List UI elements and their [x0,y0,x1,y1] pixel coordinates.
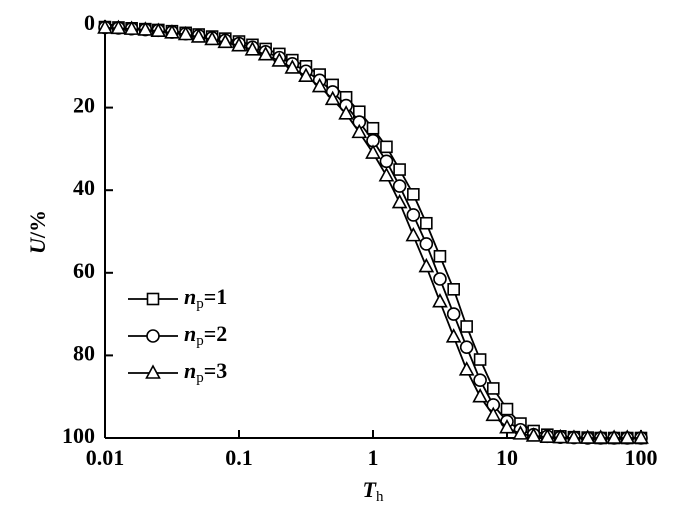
legend-marker [145,364,161,379]
marker [164,24,180,39]
marker [592,429,609,444]
marker [485,406,502,422]
marker [231,36,247,52]
marker [351,123,368,139]
marker [338,105,354,120]
x-tick-label: 0.1 [225,445,253,470]
marker [284,59,301,74]
marker [447,283,460,296]
legend-label: np=2 [184,321,227,349]
marker [552,428,569,444]
marker [432,293,448,308]
x-axis-label: Th [363,477,384,505]
marker [419,237,434,251]
marker [137,21,154,36]
marker [486,382,500,395]
marker [579,429,596,444]
marker [433,272,447,286]
y-tick-label: 20 [73,93,95,118]
marker [244,41,261,56]
marker [380,140,393,154]
marker [445,328,462,343]
marker [365,144,381,159]
marker [378,167,395,182]
marker [460,320,473,333]
marker [97,19,113,34]
marker [606,429,622,444]
marker [539,428,556,443]
legend-marker [146,292,160,306]
marker [123,20,140,35]
marker [366,121,380,135]
y-tick-label: 100 [62,423,95,448]
marker [499,418,515,434]
marker [473,373,487,387]
marker [393,163,406,176]
marker [473,353,487,366]
marker [391,193,408,209]
marker [217,33,234,49]
y-tick-label: 60 [73,258,95,283]
marker [392,179,407,193]
marker [418,257,435,273]
marker [405,226,422,242]
marker [177,25,194,41]
y-axis-label: U/% [25,210,50,254]
marker [619,429,636,444]
marker [204,30,220,46]
x-tick-label: 10 [496,445,518,470]
marker [407,188,420,201]
legend-marker [146,329,160,343]
marker [150,22,167,37]
marker [433,249,447,263]
legend-label: np=1 [184,284,227,312]
marker [446,307,461,321]
marker [110,19,127,35]
marker [472,388,488,403]
marker [190,28,207,43]
marker [324,90,341,106]
marker [500,402,514,416]
marker [525,427,542,442]
x-tick-label: 0.01 [86,445,125,470]
y-tick-label: 80 [73,340,95,365]
y-tick-label: 0 [84,10,95,35]
marker [566,429,582,444]
marker [311,77,328,93]
marker [406,208,421,222]
x-tick-label: 100 [625,445,658,470]
marker [271,52,288,67]
legend-label: np=3 [184,358,227,386]
marker [420,216,433,230]
marker [459,340,474,354]
x-tick-label: 1 [368,445,379,470]
marker [633,429,649,444]
y-tick-label: 40 [73,175,95,200]
marker [512,425,529,440]
marker [458,361,475,376]
marker [257,46,274,61]
marker [379,154,394,169]
marker [298,67,314,83]
